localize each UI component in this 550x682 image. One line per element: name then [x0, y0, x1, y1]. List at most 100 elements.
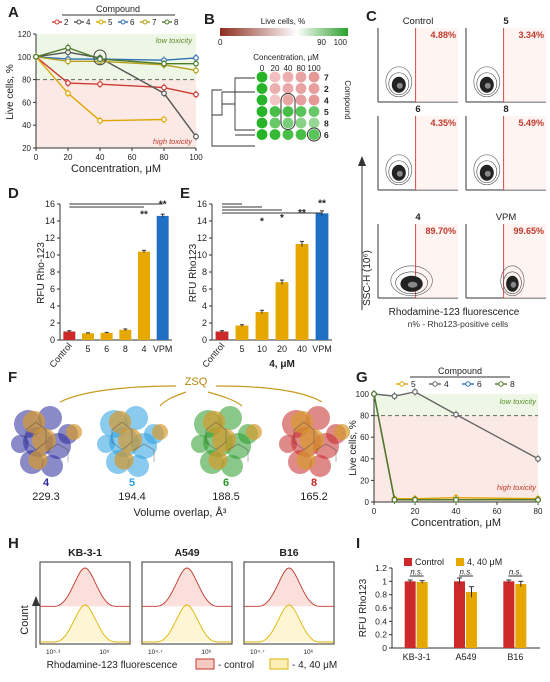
plot-title: 5 [503, 16, 509, 27]
row-label: 8 [324, 119, 329, 129]
y-tick-label: 16 [45, 199, 55, 209]
zsq-blob [212, 428, 236, 452]
y-tick-label: 8 [202, 267, 207, 277]
significance-mark: ** [159, 199, 167, 210]
chart-I: 0 0.2 0.4 0.6 0.8 1 1.2 n.s. KB-3-1 n.s. A549 n.s. B… [375, 563, 540, 662]
histogram: A549 10⁴·⁷ 10⁶ [141, 547, 233, 656]
volume-value: 188.5 [212, 491, 240, 503]
data-point-8 [97, 56, 103, 62]
concentration-label: Concentration, μM [253, 53, 319, 62]
molecule-id: 4 [43, 477, 50, 489]
y-tick-label: 120 [18, 30, 32, 39]
legend-title: Compound [438, 366, 482, 376]
heatmap-cell [256, 117, 268, 129]
histogram: B16 10⁴·⁷ 10⁶ [243, 547, 335, 656]
category-label: 5 [85, 344, 90, 354]
heatmap-cell [269, 117, 281, 129]
legend-marker [76, 19, 82, 25]
positive-gate [415, 28, 458, 102]
category-label: VPM [312, 344, 332, 354]
bar [82, 333, 94, 340]
contour [473, 66, 501, 98]
y-tick-label: 0.6 [375, 603, 387, 613]
heatmap-cell [308, 94, 320, 106]
molecule-8 [279, 406, 350, 477]
legend-item: 7 [152, 18, 157, 27]
bar [515, 584, 527, 648]
x-axis-label: Concentration, μM [71, 163, 161, 175]
legend-treated-swatch [456, 558, 464, 566]
data-point-4 [535, 455, 541, 462]
data-point-7 [65, 58, 71, 65]
row-label: 7 [324, 73, 329, 83]
overlay-blob [11, 435, 29, 453]
column-label: 40 [284, 64, 293, 73]
bar [466, 592, 477, 648]
bar [100, 332, 113, 340]
category-label: KB-3-1 [403, 652, 431, 662]
dendrogram [211, 77, 255, 147]
data-point-5 [65, 90, 71, 97]
x-tick-label: 100 [189, 153, 203, 162]
treated-histogram [244, 604, 334, 643]
bar [255, 311, 269, 340]
contour [390, 265, 433, 297]
data-point-4 [391, 393, 398, 400]
y-tick-label: 60 [22, 98, 31, 107]
bar [275, 282, 289, 340]
legend-item: Control [415, 557, 444, 567]
series-line-5 [35, 56, 165, 122]
zsq-blob [66, 424, 82, 440]
low-toxicity-label: low toxicity [500, 397, 538, 406]
x-tick-label: 0 [372, 507, 377, 516]
arrow [59, 385, 177, 403]
x-axis-label: Rhodamine-123 fluorescence [389, 307, 520, 318]
y-tick-label: 60 [360, 433, 369, 442]
plot-title: B16 [279, 547, 298, 559]
scale-tick: 90 [317, 38, 326, 47]
chart-E: 0 2 4 6 8 10 12 14 16 Control 5 10 20 40 VPM [197, 199, 332, 370]
category-label: Control [48, 341, 74, 370]
y-tick-label: 0.4 [375, 616, 387, 626]
legend-title: Compound [96, 4, 140, 14]
category-label: 4 [141, 344, 146, 354]
data-point-4 [161, 90, 167, 97]
contour [476, 72, 498, 96]
bar [416, 582, 428, 648]
chart-D: 0 2 4 6 8 10 12 14 16 Control 5 6 8 4 VPM [45, 199, 172, 370]
zsq-blob [334, 424, 350, 440]
legend-marker [54, 19, 60, 25]
heatmap-cell [295, 106, 307, 117]
heatmap-cell [256, 94, 268, 106]
category-label: 5 [239, 344, 244, 354]
panel-letter: B [204, 11, 215, 28]
data-point-7 [193, 67, 199, 74]
bar [156, 215, 169, 340]
positive-gate [503, 116, 546, 190]
legend-control-swatch [195, 658, 215, 670]
significance-mark: * [260, 216, 264, 227]
molecule-5 [97, 406, 168, 477]
positive-percentage: 4.88% [430, 30, 456, 40]
bar [63, 331, 76, 340]
y-arrowhead [358, 156, 366, 166]
y-tick-label: 100 [356, 390, 370, 399]
footnote: n% - Rho123-positive cells [408, 319, 509, 329]
positive-gate [415, 224, 458, 298]
data-point-8 [193, 60, 199, 67]
overlay-blob [97, 435, 115, 453]
zsq-blob [202, 410, 226, 434]
plot-title: A549 [174, 547, 199, 559]
treated-histogram [40, 604, 130, 643]
data-point-8 [535, 496, 541, 503]
plot-title: 6 [415, 104, 420, 115]
legend-marker [120, 19, 126, 25]
plot-title: 8 [503, 104, 508, 115]
heatmap-cell [269, 94, 281, 106]
y-tick-label: 40 [22, 121, 31, 130]
x-tick-label: 40 [96, 153, 105, 162]
treated-fill [40, 605, 130, 642]
row-label: 4 [324, 96, 329, 106]
legend-marker [164, 19, 170, 25]
x-tick-label: 10⁶ [303, 649, 313, 656]
